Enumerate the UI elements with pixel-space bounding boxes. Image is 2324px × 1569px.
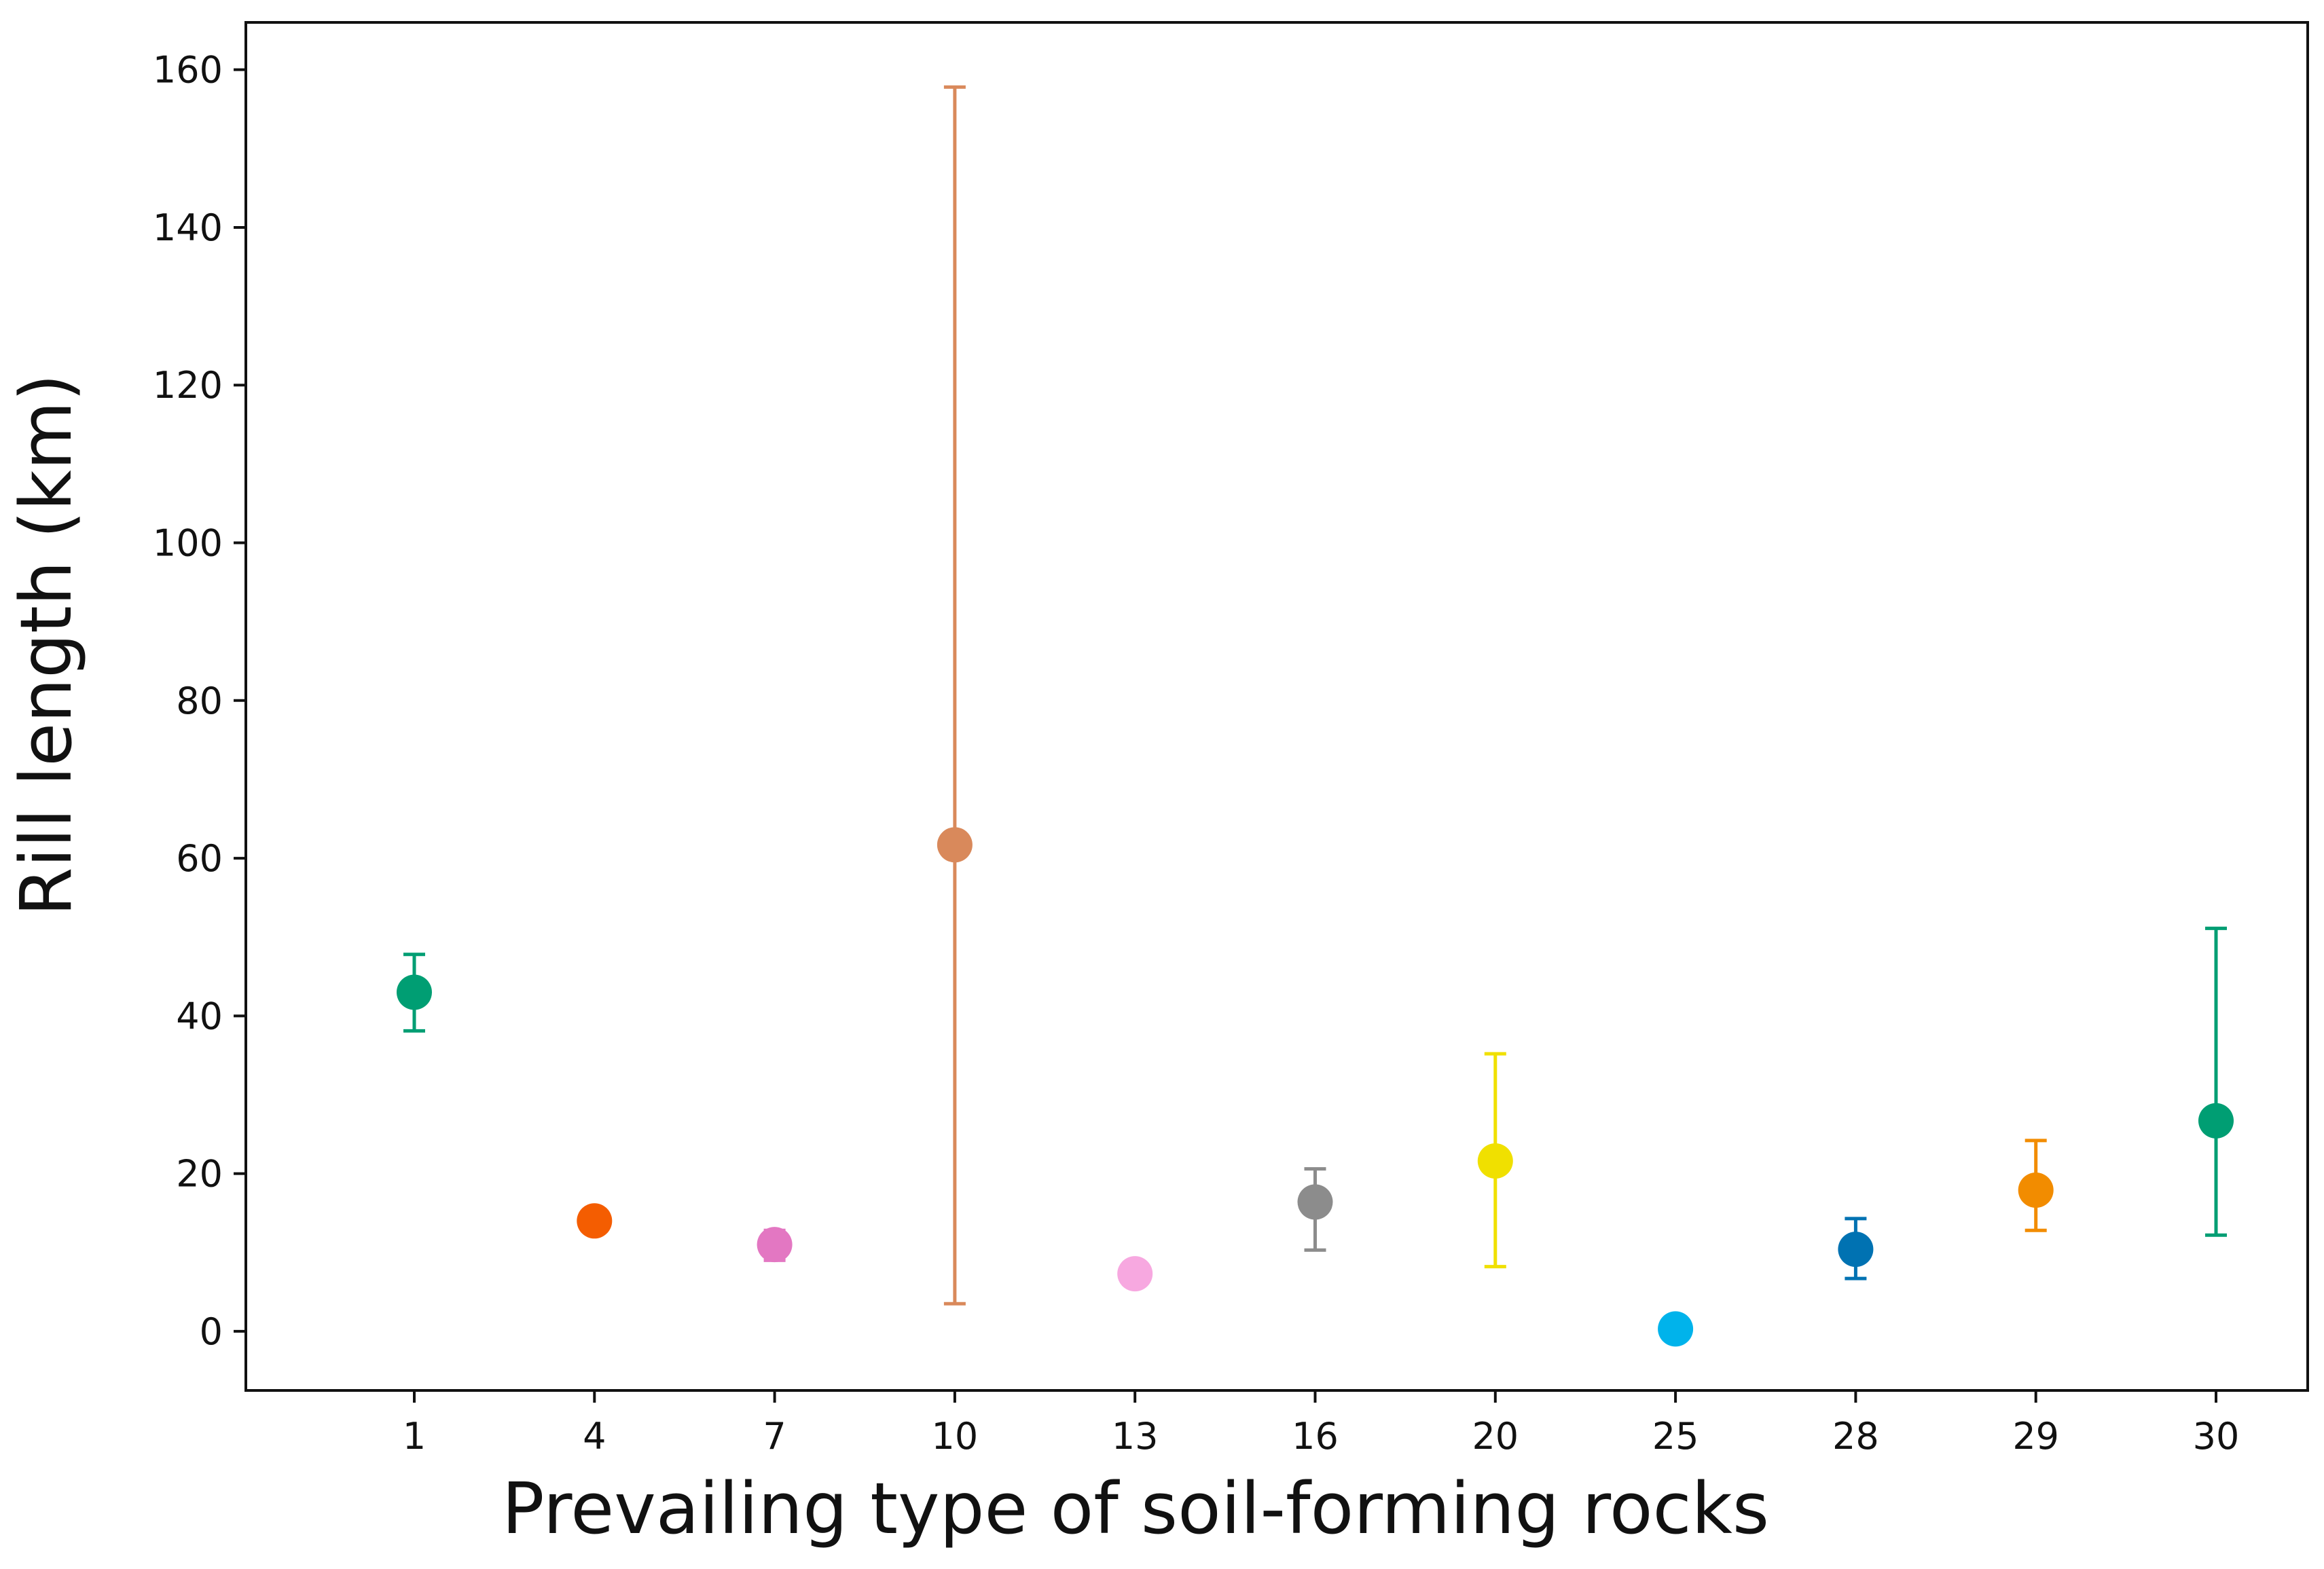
data-point-group (577, 1203, 613, 1239)
data-point-group (397, 953, 432, 1033)
data-point (1297, 1184, 1333, 1220)
data-point (1477, 1143, 1513, 1179)
x-tick-label: 16 (1292, 1415, 1339, 1458)
data-point-group (1658, 1311, 1694, 1347)
x-tick-label: 1 (403, 1415, 426, 1458)
data-point (757, 1227, 793, 1263)
x-axis-label: Prevailing type of soil-forming rocks (502, 1467, 1769, 1550)
y-tick-label: 120 (153, 364, 223, 407)
x-tick-label: 10 (932, 1415, 979, 1458)
x-tick-label: 13 (1112, 1415, 1159, 1458)
y-tick-label: 0 (200, 1310, 223, 1353)
x-tick-label: 20 (1472, 1415, 1519, 1458)
data-point-group (1297, 1167, 1333, 1252)
x-tick-label: 29 (2012, 1415, 2059, 1458)
data-point-group (2018, 1139, 2054, 1232)
plot-area (244, 21, 2309, 1392)
data-point (1658, 1311, 1694, 1347)
data-point (937, 827, 973, 863)
data-point-group (1117, 1256, 1153, 1292)
y-tick-label: 80 (176, 680, 223, 722)
y-axis-label: Rill length (km) (5, 373, 88, 916)
x-tick-label: 28 (1832, 1415, 1879, 1458)
data-point-group (1477, 1052, 1513, 1269)
x-tick-label: 25 (1652, 1415, 1699, 1458)
x-axis: 1 4 7 10 13 16 20 25 28 29 30 (403, 1390, 2240, 1458)
x-tick-label: 4 (583, 1415, 606, 1458)
data-point-group (937, 85, 973, 1306)
y-tick-label: 160 (153, 49, 223, 92)
y-axis: 0 20 40 60 80 100 120 140 160 (153, 49, 246, 1353)
data-point-group (2198, 926, 2234, 1237)
data-point (577, 1203, 613, 1239)
data-point-group (757, 1227, 793, 1263)
data-point (1117, 1256, 1153, 1292)
data-point (2018, 1173, 2054, 1208)
data-point (2198, 1103, 2234, 1139)
data-point (1838, 1232, 1874, 1268)
x-tick-label: 7 (763, 1415, 786, 1458)
data-point (397, 974, 432, 1010)
y-tick-label: 60 (176, 837, 223, 880)
data-point-group (1838, 1217, 1874, 1280)
y-tick-label: 20 (176, 1153, 223, 1196)
y-tick-label: 140 (153, 206, 223, 249)
x-tick-label: 30 (2193, 1415, 2240, 1458)
y-tick-label: 40 (176, 995, 223, 1037)
data-series (397, 85, 2234, 1347)
plot-frame (244, 21, 2309, 1392)
y-tick-label: 100 (153, 522, 223, 565)
